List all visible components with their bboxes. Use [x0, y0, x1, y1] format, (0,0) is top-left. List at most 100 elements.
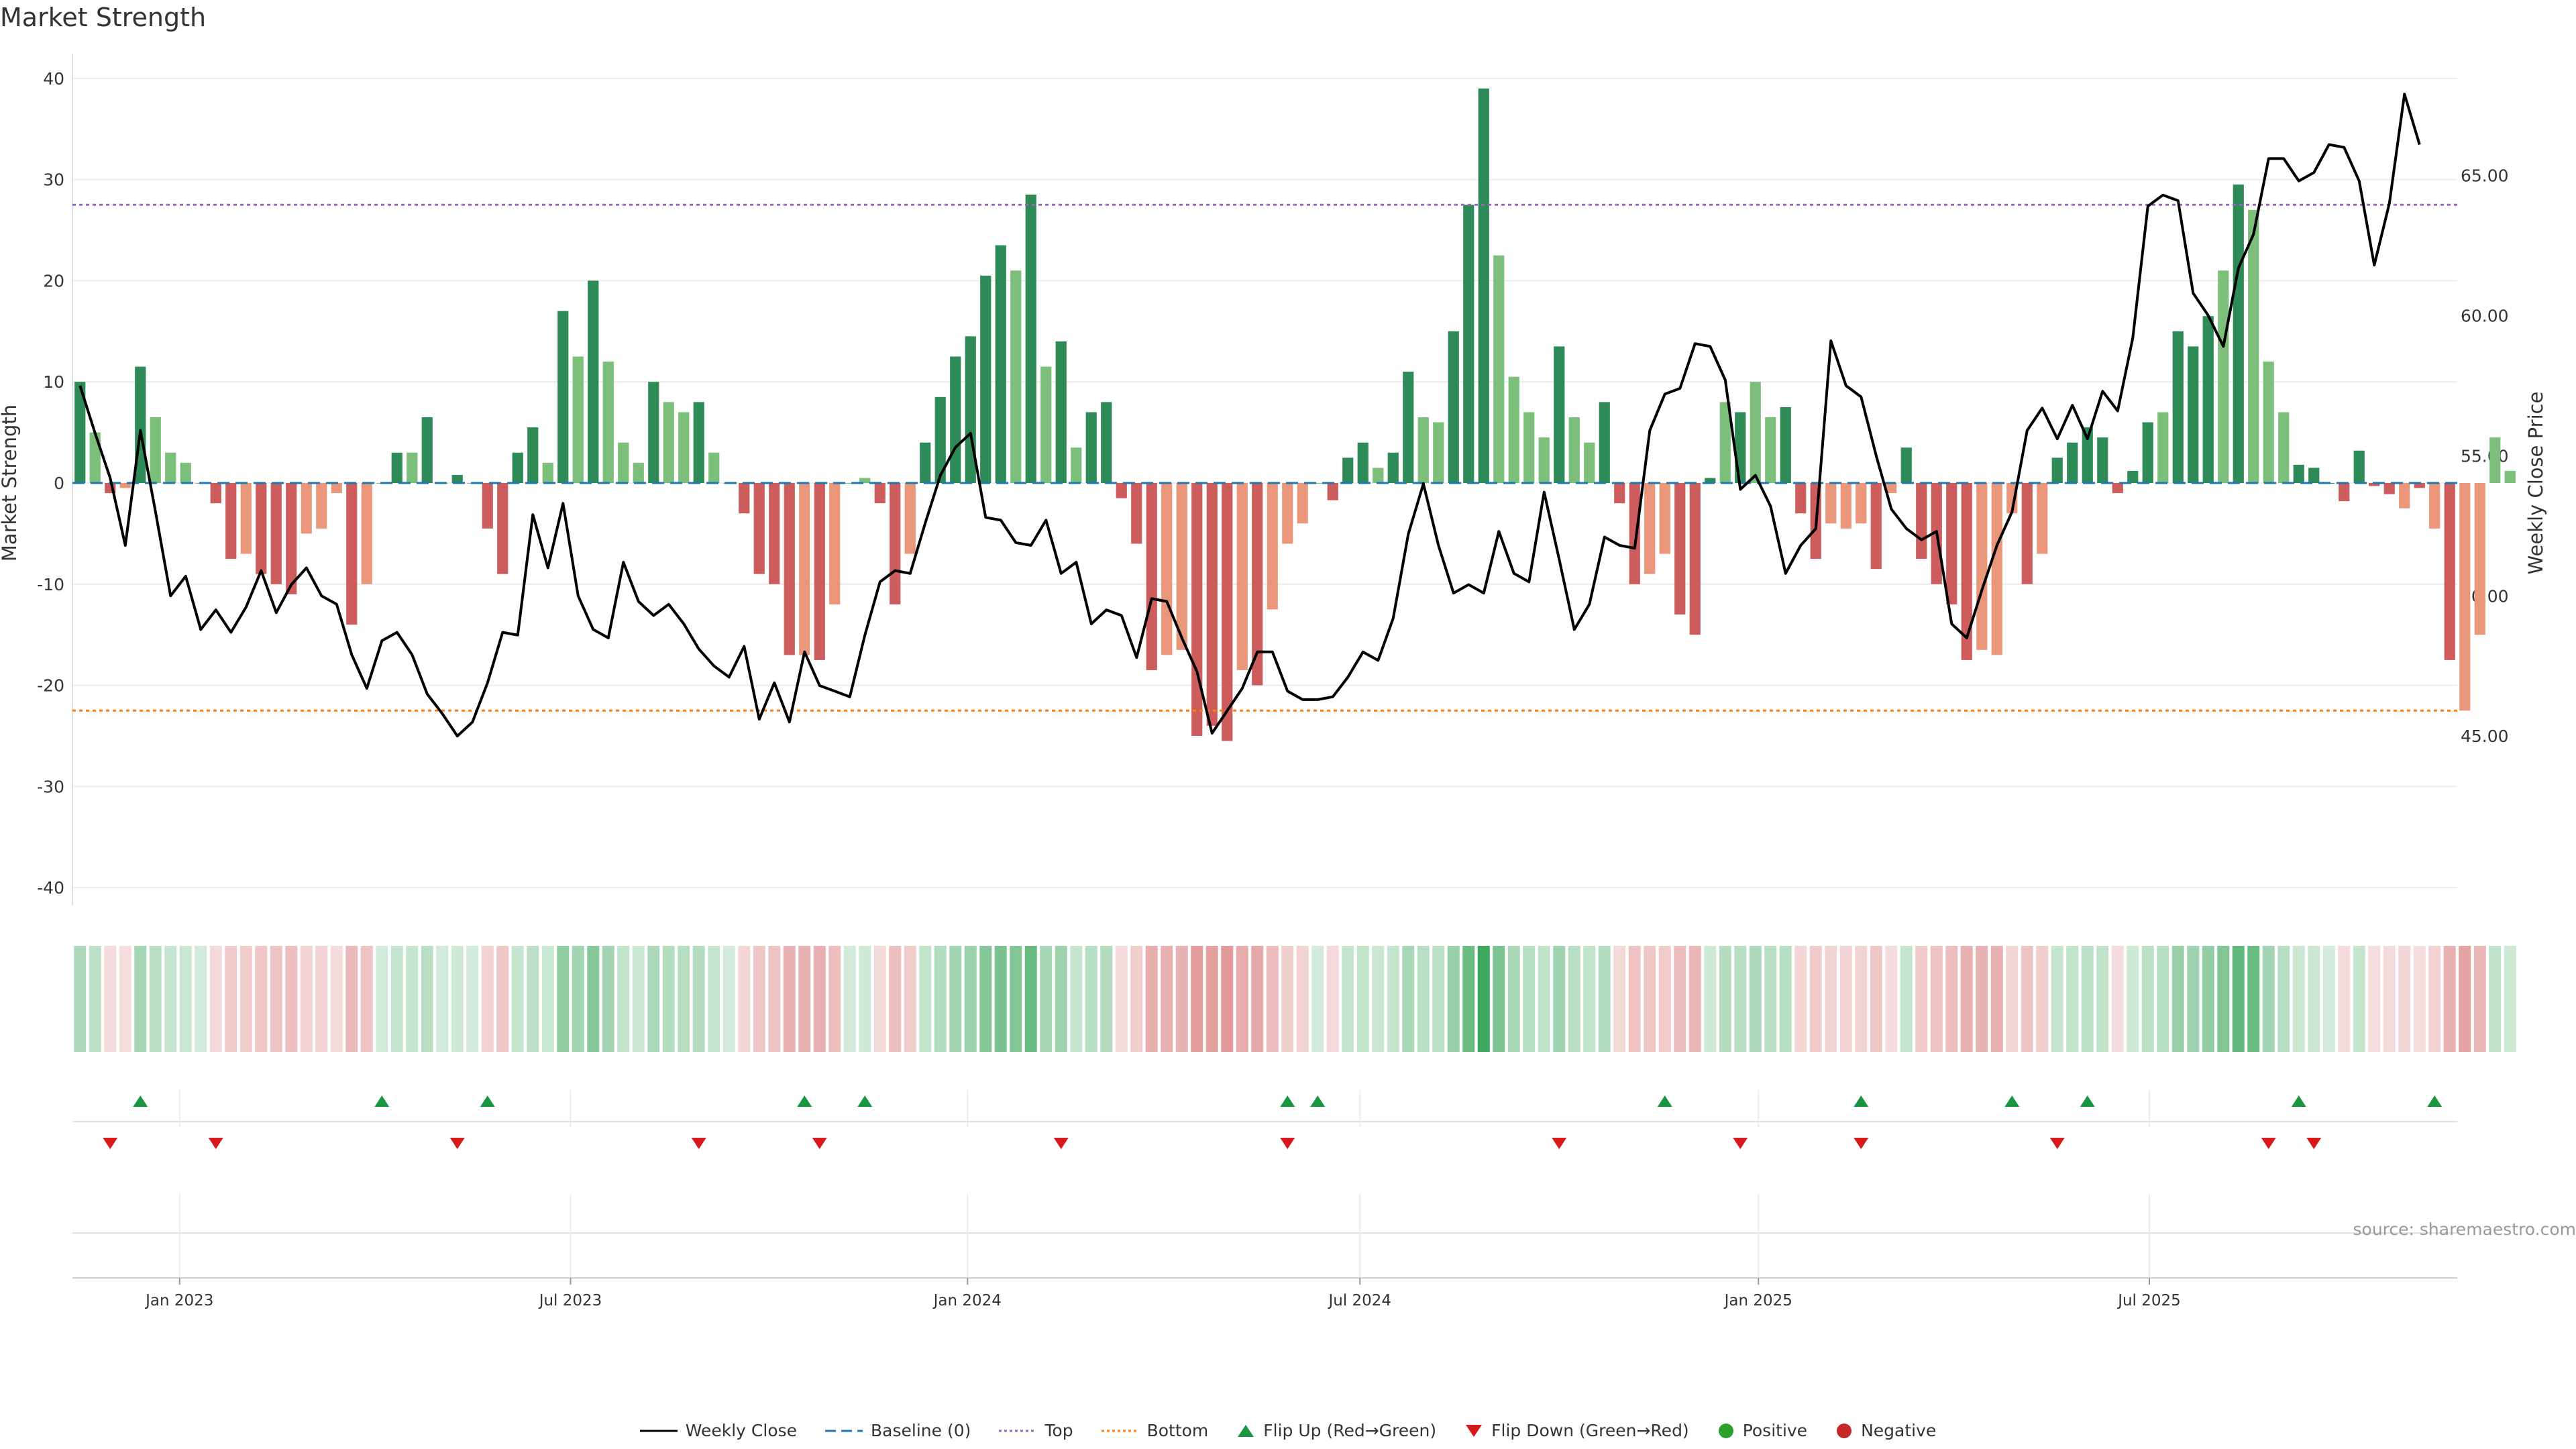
- heat-cell: [738, 946, 751, 1052]
- heat-cell: [1794, 946, 1807, 1052]
- legend-item-flip-up[interactable]: Flip Up (Red→Green): [1236, 1421, 1436, 1440]
- strength-bar: [1206, 483, 1218, 726]
- legend-item-top[interactable]: Top: [999, 1421, 1073, 1440]
- heat-cell: [1658, 946, 1671, 1052]
- strength-bar: [1719, 402, 1731, 483]
- heat-cell: [1930, 946, 1943, 1052]
- legend-label: Flip Down (Green→Red): [1491, 1421, 1689, 1440]
- y2-tick-label: 45.00: [2461, 727, 2509, 746]
- strength-bar: [119, 483, 131, 488]
- legend-item-flip-down[interactable]: Flip Down (Green→Red): [1464, 1421, 1689, 1440]
- heat-cell: [2096, 946, 2109, 1052]
- heat-cell: [1976, 946, 1988, 1052]
- strength-bar: [210, 483, 221, 504]
- strength-bar: [2429, 483, 2440, 529]
- heat-cell: [1568, 946, 1580, 1052]
- heat-cell: [2292, 946, 2305, 1052]
- heat-cell: [1387, 946, 1399, 1052]
- legend-item-baseline[interactable]: Baseline (0): [825, 1421, 971, 1440]
- legend-item-bottom[interactable]: Bottom: [1101, 1421, 1208, 1440]
- heat-cell: [587, 946, 600, 1052]
- strength-bar: [2188, 346, 2199, 483]
- strength-bar: [1946, 483, 1957, 604]
- strength-bar: [1342, 458, 1354, 483]
- strength-bar: [2127, 470, 2139, 483]
- legend-item-weekly-close[interactable]: Weekly Close: [639, 1421, 797, 1440]
- heat-cell: [1251, 946, 1264, 1052]
- heat-cell: [1070, 946, 1083, 1052]
- strength-bar: [1222, 483, 1233, 741]
- heat-cell: [1130, 946, 1143, 1052]
- heat-cell: [1749, 946, 1762, 1052]
- strength-bar: [2278, 412, 2290, 483]
- strength-bar: [995, 245, 1006, 483]
- strength-bar: [74, 382, 86, 483]
- heat-cell: [2322, 946, 2335, 1052]
- heat-cell: [904, 946, 916, 1052]
- heat-cell: [2202, 946, 2214, 1052]
- strength-bar: [527, 427, 539, 483]
- y-tick-label: -20: [37, 676, 64, 696]
- heat-cell: [541, 946, 554, 1052]
- flip-down-marker: [2261, 1138, 2276, 1149]
- source-credit: source: sharemaestro.com: [2353, 1220, 2576, 1239]
- heat-cell: [2338, 946, 2351, 1052]
- heat-cell: [1356, 946, 1369, 1052]
- strength-bar: [2504, 470, 2516, 483]
- heat-cell: [1191, 946, 1203, 1052]
- strength-bar: [1040, 366, 1052, 483]
- heat-cell: [1885, 946, 1898, 1052]
- legend-item-positive[interactable]: Positive: [1717, 1421, 1807, 1440]
- y2-tick-label: 60.00: [2461, 306, 2509, 325]
- strength-bar: [784, 483, 795, 655]
- flip-up-marker: [374, 1095, 390, 1107]
- strength-bar: [769, 483, 780, 584]
- bottom-swatch: [1101, 1430, 1139, 1432]
- strength-bar: [180, 462, 191, 483]
- heat-cell: [225, 946, 237, 1052]
- heat-cell: [255, 946, 268, 1052]
- strength-bar: [1538, 437, 1550, 483]
- heat-cell: [74, 946, 87, 1052]
- heat-cell: [1175, 946, 1188, 1052]
- heat-cell: [1010, 946, 1022, 1052]
- strength-bar: [331, 483, 342, 494]
- legend-item-negative[interactable]: Negative: [1835, 1421, 1936, 1440]
- strength-bar: [89, 432, 101, 483]
- strength-bar: [407, 452, 418, 483]
- heat-cell: [602, 946, 614, 1052]
- heat-cell: [1900, 946, 1913, 1052]
- heat-cell: [1100, 946, 1113, 1052]
- heat-cell: [1432, 946, 1445, 1052]
- heat-cell: [1024, 946, 1037, 1052]
- flip-up-marker: [480, 1095, 495, 1107]
- heat-cell: [994, 946, 1007, 1052]
- strength-bar: [2082, 427, 2093, 483]
- strength-bar: [346, 483, 358, 625]
- flip-down-marker: [2049, 1138, 2065, 1149]
- x-tick-label: Jul 2023: [538, 1292, 602, 1309]
- top-swatch: [999, 1430, 1037, 1432]
- strength-bar: [1101, 402, 1112, 483]
- heat-cell: [89, 946, 101, 1052]
- legend-label: Top: [1044, 1421, 1073, 1440]
- heat-cell: [451, 946, 464, 1052]
- heat-cell: [1402, 946, 1415, 1052]
- strength-bar: [2202, 316, 2214, 483]
- heat-cell: [300, 946, 313, 1052]
- heat-cell: [2217, 946, 2230, 1052]
- flip-down-marker: [691, 1138, 706, 1149]
- strength-bar: [1886, 483, 1897, 494]
- strength-bar: [814, 483, 825, 660]
- heat-cell: [873, 946, 886, 1052]
- heat-cell: [481, 946, 494, 1052]
- flip-down-marker: [1280, 1138, 1295, 1149]
- heat-cell: [1945, 946, 1958, 1052]
- strength-bar: [1568, 417, 1580, 483]
- strength-bar: [150, 417, 161, 483]
- heat-cell: [1855, 946, 1868, 1052]
- positive-dot-icon: [1718, 1423, 1733, 1438]
- heat-cell: [1221, 946, 1234, 1052]
- strength-bar: [451, 474, 463, 483]
- heat-cell: [1628, 946, 1641, 1052]
